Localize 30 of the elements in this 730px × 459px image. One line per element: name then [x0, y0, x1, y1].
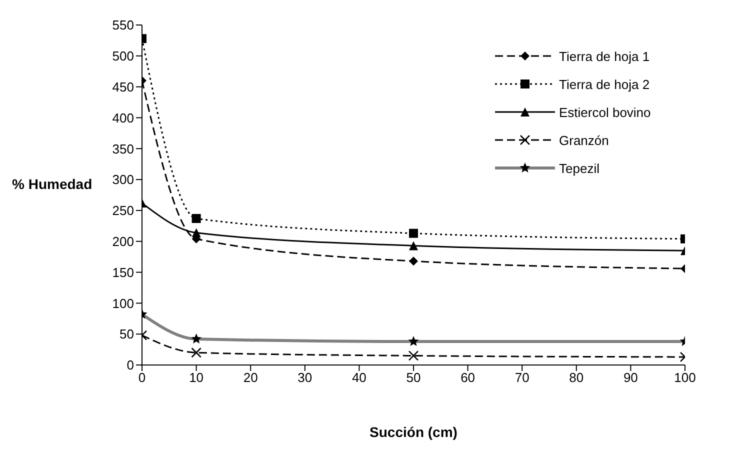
y-tick-label: 200: [112, 234, 134, 249]
x-tick-label: 20: [243, 370, 258, 386]
y-tick-label: 100: [112, 296, 134, 311]
y-tick-label: 350: [112, 141, 134, 156]
x-tick-label: 40: [352, 370, 366, 386]
x-tick-label: 50: [406, 370, 421, 386]
legend-label: Estiercol bovino: [559, 104, 651, 120]
y-tick-label: 50: [120, 326, 134, 342]
y-tick-label: 400: [112, 110, 134, 126]
legend-label: Tierra de hoja 2: [559, 76, 650, 92]
x-axis-title: Succión (cm): [370, 424, 458, 440]
y-tick-label: 300: [112, 172, 134, 188]
y-tick-label: 250: [112, 203, 134, 218]
y-tick-label: 150: [112, 264, 134, 280]
legend-label: Granzón: [559, 132, 609, 148]
x-tick-label: 30: [298, 370, 312, 386]
y-tick-label: 450: [112, 79, 134, 94]
x-tick-label: 70: [514, 370, 530, 386]
x-tick-label: 100: [674, 370, 696, 386]
legend-label: Tepezil: [559, 160, 600, 176]
x-tick-label: 80: [569, 370, 584, 386]
x-tick-label: 10: [189, 370, 204, 386]
x-tick-label: 0: [138, 370, 146, 386]
y-tick-label: 550: [112, 18, 134, 33]
x-tick-label: 90: [623, 370, 638, 386]
x-tick-label: 60: [460, 370, 476, 386]
y-tick-label: 500: [112, 48, 134, 64]
legend-label: Tierra de hoja 1: [559, 48, 650, 64]
y-tick-label: 0: [126, 358, 134, 373]
y-axis-title: % Humedad: [12, 176, 92, 192]
